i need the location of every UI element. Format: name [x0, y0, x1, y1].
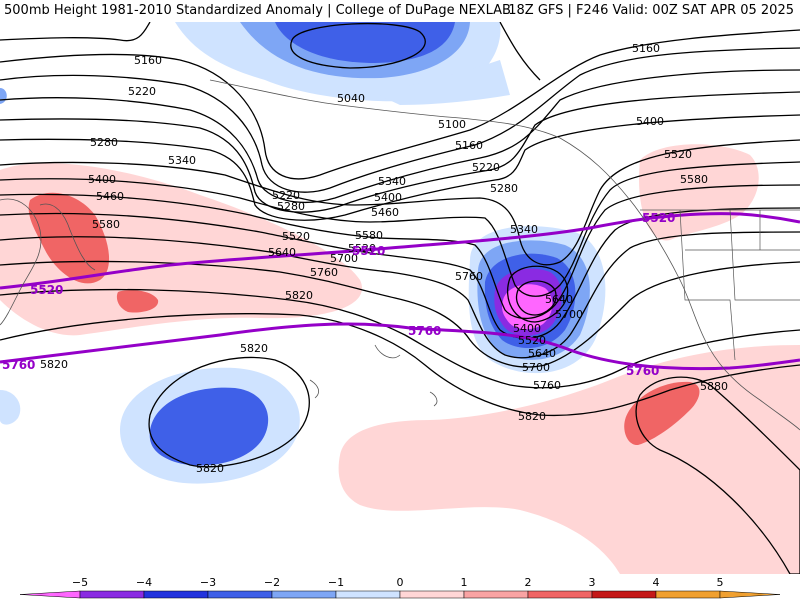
contour-label: 5160	[632, 42, 660, 55]
height-anomaly-map: 5160 5220 5280 5340 5400 5460 5520 5580 …	[0, 22, 800, 574]
contour-label: 5340	[168, 154, 196, 167]
anomaly-colorbar: −5 −4 −3 −2 −1 0 1 2 3 4 5	[0, 574, 800, 600]
contour-label: 5400	[513, 322, 541, 335]
contour-label: 5700	[522, 361, 550, 374]
climo-label: 5520	[30, 283, 63, 297]
colorbar-tick-label: −1	[328, 576, 344, 589]
anomaly-shading-negative-central-pacific	[0, 367, 300, 484]
colorbar-swatch	[271, 590, 337, 599]
colorbar-swatch	[207, 590, 273, 599]
contour-label: 5760	[533, 379, 561, 392]
climatology-labels: 5520 5520 5520 5760 5760 5760	[2, 211, 675, 378]
contour-label: 5400	[374, 191, 402, 204]
contour-label: 5040	[337, 92, 365, 105]
contour-label: 5160	[134, 54, 162, 67]
contour-label: 5820	[196, 462, 224, 475]
contour-label: 5820	[285, 289, 313, 302]
contour-label: 5220	[128, 85, 156, 98]
anomaly-shading-negative-north	[0, 22, 510, 105]
contour-label: 5100	[438, 118, 466, 131]
anomaly-shading-negative-pacific-low	[468, 226, 606, 374]
contour-label: 5340	[378, 175, 406, 188]
contour-label: 5220	[272, 189, 300, 202]
colorbar-tick-label: −2	[264, 576, 280, 589]
contour-label: 5400	[88, 173, 116, 186]
colorbar-tick-label: −4	[136, 576, 152, 589]
anomaly-shading-positive-japan	[0, 163, 363, 336]
contour-label: 5520	[518, 334, 546, 347]
colorbar-swatch	[527, 590, 593, 599]
contour-label: 5340	[510, 223, 538, 236]
contour-labels: 5160 5220 5280 5340 5400 5460 5520 5580 …	[40, 42, 728, 475]
colorbar-swatch	[655, 590, 721, 599]
contour-label: 5280	[90, 136, 118, 149]
climo-label: 5760	[626, 364, 659, 378]
colorbar-tick-label: −5	[72, 576, 88, 589]
climatology-contours	[0, 212, 800, 371]
climo-label: 5760	[408, 324, 441, 338]
contour-label: 5520	[282, 230, 310, 243]
contour-label: 5280	[490, 182, 518, 195]
colorbar-tick-label: 4	[653, 576, 660, 589]
colorbar-swatch	[591, 590, 657, 599]
contour-label: 5520	[348, 242, 376, 255]
climo-label: 5520	[352, 244, 385, 258]
map-title: 500mb Height 1981-2010 Standardized Anom…	[4, 3, 511, 18]
title-bar: 500mb Height 1981-2010 Standardized Anom…	[0, 0, 800, 22]
colorbar-tick-label: 2	[525, 576, 532, 589]
model-run-valid-time: 18Z GFS | F246 Valid: 00Z SAT APR 05 202…	[508, 3, 794, 18]
colorbar-swatch	[335, 590, 401, 599]
contour-label: 5700	[555, 308, 583, 321]
contour-label: 5640	[268, 246, 296, 259]
contour-label: 5460	[96, 190, 124, 203]
contour-label: 5460	[371, 206, 399, 219]
colorbar-swatch	[463, 590, 529, 599]
climo-label: 5760	[2, 358, 35, 372]
colorbar-tick-label: 5	[717, 576, 724, 589]
contour-label: 5880	[700, 380, 728, 393]
contour-label: 5580	[92, 218, 120, 231]
contour-label: 5640	[545, 293, 573, 306]
colorbar-arrow-low	[19, 590, 81, 599]
contour-label: 5280	[277, 200, 305, 213]
colorbar-swatch	[79, 590, 145, 599]
low-center-contours	[290, 22, 569, 323]
colorbar-arrow-high	[719, 590, 781, 599]
contour-label: 5820	[40, 358, 68, 371]
anomaly-shading-positive-subtropics	[338, 345, 800, 574]
colorbar-tick-label: −3	[200, 576, 216, 589]
colorbar-swatch	[399, 590, 465, 599]
height-contours	[0, 22, 800, 574]
contour-label: 5820	[518, 410, 546, 423]
colorbar-tick-label: 3	[589, 576, 596, 589]
contour-label: 5520	[664, 148, 692, 161]
contour-label: 5760	[455, 270, 483, 283]
contour-label: 5640	[528, 347, 556, 360]
contour-label: 5820	[240, 342, 268, 355]
contour-label: 5400	[636, 115, 664, 128]
contour-label: 5220	[472, 161, 500, 174]
climo-label: 5520	[642, 211, 675, 225]
colorbar-tick-label: 0	[397, 576, 404, 589]
contour-label: 5580	[355, 229, 383, 242]
state-borders	[640, 209, 800, 361]
contour-label: 5700	[330, 252, 358, 265]
contour-label: 5580	[680, 173, 708, 186]
contour-label: 5160	[455, 139, 483, 152]
colorbar-tick-label: 1	[461, 576, 468, 589]
contour-label: 5760	[310, 266, 338, 279]
coastlines	[0, 79, 800, 431]
colorbar-swatch	[143, 590, 209, 599]
